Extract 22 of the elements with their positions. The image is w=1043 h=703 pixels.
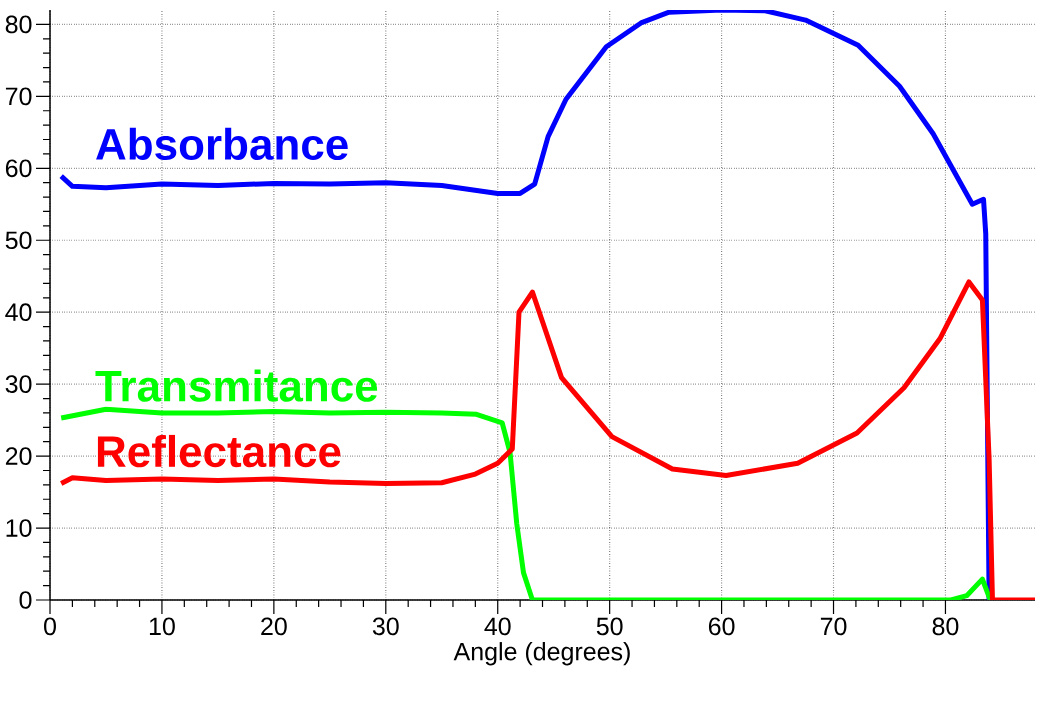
- y-tick-label: 10: [6, 519, 32, 537]
- x-tick-label: 10: [149, 617, 175, 636]
- series-label: Transmitance: [95, 369, 378, 402]
- y-tick-label: 60: [5, 159, 32, 178]
- x-tick-label: 70: [820, 617, 847, 636]
- y-tick-label: 0: [19, 591, 32, 609]
- x-tick-label: 20: [261, 617, 287, 636]
- y-tick-label: 40: [5, 303, 32, 322]
- x-tick-label: 40: [484, 617, 511, 636]
- x-tick-label: 50: [596, 617, 623, 636]
- x-tick-label: 0: [44, 617, 56, 636]
- series-label: Reflectance: [97, 434, 341, 468]
- series-label: Absorbance: [96, 127, 348, 160]
- y-tick-label: 20: [5, 447, 32, 465]
- y-tick-label: 80: [5, 15, 32, 34]
- y-tick-label: 30: [5, 375, 32, 393]
- y-tick-label: 70: [5, 87, 32, 106]
- x-axis-title: Angle (degrees): [453, 642, 630, 666]
- x-tick-label: 80: [932, 617, 959, 636]
- y-tick-label: 50: [5, 231, 32, 250]
- x-tick-label: 30: [372, 617, 399, 636]
- x-tick-label: 60: [708, 617, 735, 636]
